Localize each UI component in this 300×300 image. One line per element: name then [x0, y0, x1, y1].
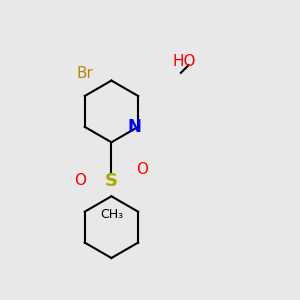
- Text: O: O: [136, 162, 148, 177]
- Text: O: O: [75, 173, 87, 188]
- Text: Br: Br: [76, 66, 93, 81]
- Text: HO: HO: [173, 54, 196, 69]
- Text: CH₃: CH₃: [100, 208, 123, 221]
- Text: N: N: [128, 118, 141, 136]
- Text: S: S: [105, 172, 118, 190]
